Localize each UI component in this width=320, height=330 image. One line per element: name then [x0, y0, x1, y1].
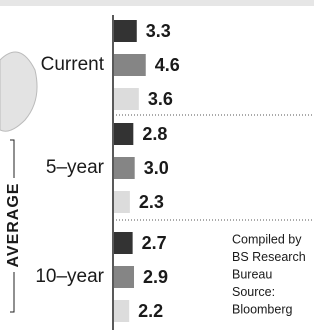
bar — [114, 157, 135, 179]
source-note: Bloomberg — [232, 302, 292, 316]
bar — [114, 191, 130, 213]
photo-fragment — [0, 52, 37, 131]
value-label: 2.8 — [142, 124, 167, 144]
source-note: Source: — [232, 285, 275, 299]
annotation: AVERAGE — [5, 183, 22, 268]
value-label: 3.3 — [146, 21, 171, 41]
bar — [114, 123, 133, 145]
source-note: Bureau — [232, 267, 272, 281]
category-label: 5–year — [46, 157, 105, 178]
value-label: 2.9 — [143, 267, 168, 287]
value-label: 3.6 — [148, 89, 173, 109]
bar — [114, 20, 137, 42]
bar — [114, 266, 134, 288]
bar — [114, 54, 146, 76]
bar — [114, 232, 133, 254]
chart: AVERAGE Current 3.3 4.6 3.6 5–year 2.8 3.0 2.3 1… — [0, 0, 314, 330]
value-label: 4.6 — [155, 55, 180, 75]
bar — [114, 88, 139, 110]
value-label: 2.7 — [142, 233, 167, 253]
value-label: 3.0 — [144, 158, 169, 178]
category-label: Current — [41, 54, 105, 75]
value-label: 2.2 — [138, 301, 163, 321]
source-note: Compiled by — [232, 232, 302, 246]
source-note: BS Research — [232, 250, 306, 264]
top-band — [0, 0, 314, 6]
value-label: 2.3 — [139, 192, 164, 212]
bar — [114, 300, 129, 322]
category-label: 10–year — [35, 266, 104, 287]
